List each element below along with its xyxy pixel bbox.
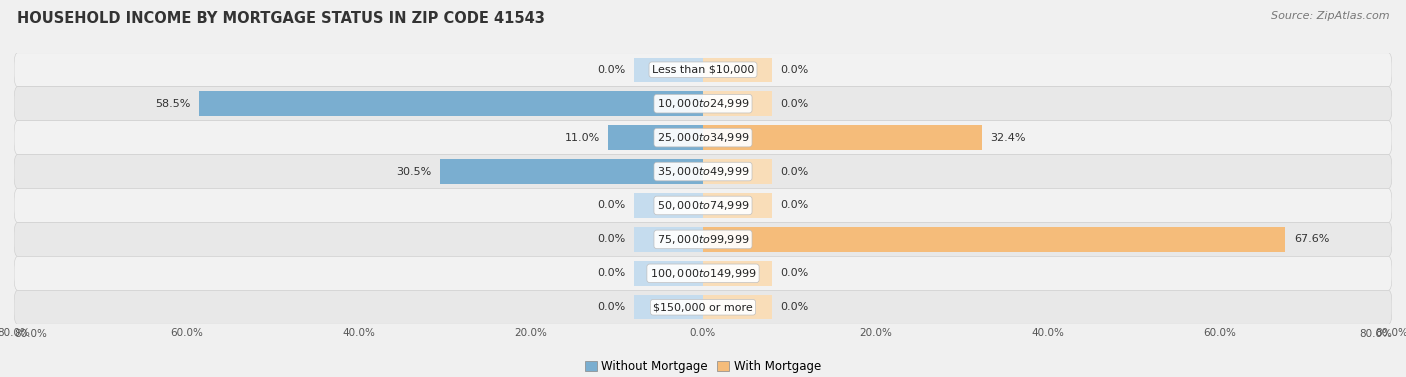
- Text: 0.0%: 0.0%: [780, 302, 808, 312]
- Text: 80.0%: 80.0%: [14, 329, 46, 339]
- Text: 0.0%: 0.0%: [780, 268, 808, 278]
- Text: 32.4%: 32.4%: [991, 133, 1026, 143]
- FancyBboxPatch shape: [14, 155, 1392, 188]
- Bar: [703, 193, 772, 218]
- Text: $25,000 to $34,999: $25,000 to $34,999: [657, 131, 749, 144]
- Text: 0.0%: 0.0%: [598, 201, 626, 210]
- Text: 0.0%: 0.0%: [598, 65, 626, 75]
- FancyBboxPatch shape: [14, 53, 1392, 87]
- Text: 0.0%: 0.0%: [598, 234, 626, 244]
- Text: Source: ZipAtlas.com: Source: ZipAtlas.com: [1271, 11, 1389, 21]
- Text: $100,000 to $149,999: $100,000 to $149,999: [650, 267, 756, 280]
- Text: 30.5%: 30.5%: [396, 167, 432, 176]
- Bar: [703, 58, 772, 82]
- Text: 0.0%: 0.0%: [598, 302, 626, 312]
- Bar: [609, 126, 703, 150]
- Text: 11.0%: 11.0%: [564, 133, 599, 143]
- Bar: [200, 92, 703, 116]
- Bar: [634, 227, 703, 251]
- Text: $35,000 to $49,999: $35,000 to $49,999: [657, 165, 749, 178]
- Text: Less than $10,000: Less than $10,000: [652, 65, 754, 75]
- Text: 0.0%: 0.0%: [780, 201, 808, 210]
- Legend: Without Mortgage, With Mortgage: Without Mortgage, With Mortgage: [581, 356, 825, 377]
- Text: $75,000 to $99,999: $75,000 to $99,999: [657, 233, 749, 246]
- FancyBboxPatch shape: [14, 222, 1392, 256]
- Bar: [703, 159, 772, 184]
- Text: 80.0%: 80.0%: [1360, 329, 1392, 339]
- Bar: [703, 261, 772, 285]
- Text: 0.0%: 0.0%: [780, 167, 808, 176]
- FancyBboxPatch shape: [14, 290, 1392, 324]
- Text: $10,000 to $24,999: $10,000 to $24,999: [657, 97, 749, 110]
- Bar: [703, 295, 772, 319]
- Bar: [440, 159, 703, 184]
- Bar: [703, 227, 1285, 251]
- Bar: [634, 261, 703, 285]
- Text: HOUSEHOLD INCOME BY MORTGAGE STATUS IN ZIP CODE 41543: HOUSEHOLD INCOME BY MORTGAGE STATUS IN Z…: [17, 11, 544, 26]
- Text: 0.0%: 0.0%: [780, 65, 808, 75]
- Text: 0.0%: 0.0%: [780, 99, 808, 109]
- Text: 67.6%: 67.6%: [1294, 234, 1329, 244]
- Bar: [703, 92, 772, 116]
- FancyBboxPatch shape: [14, 188, 1392, 222]
- FancyBboxPatch shape: [14, 87, 1392, 121]
- FancyBboxPatch shape: [14, 256, 1392, 290]
- Bar: [634, 58, 703, 82]
- Text: $150,000 or more: $150,000 or more: [654, 302, 752, 312]
- Text: $50,000 to $74,999: $50,000 to $74,999: [657, 199, 749, 212]
- Text: 58.5%: 58.5%: [155, 99, 191, 109]
- Text: 0.0%: 0.0%: [598, 268, 626, 278]
- Bar: [634, 193, 703, 218]
- FancyBboxPatch shape: [14, 121, 1392, 155]
- Bar: [703, 126, 981, 150]
- Bar: [634, 295, 703, 319]
